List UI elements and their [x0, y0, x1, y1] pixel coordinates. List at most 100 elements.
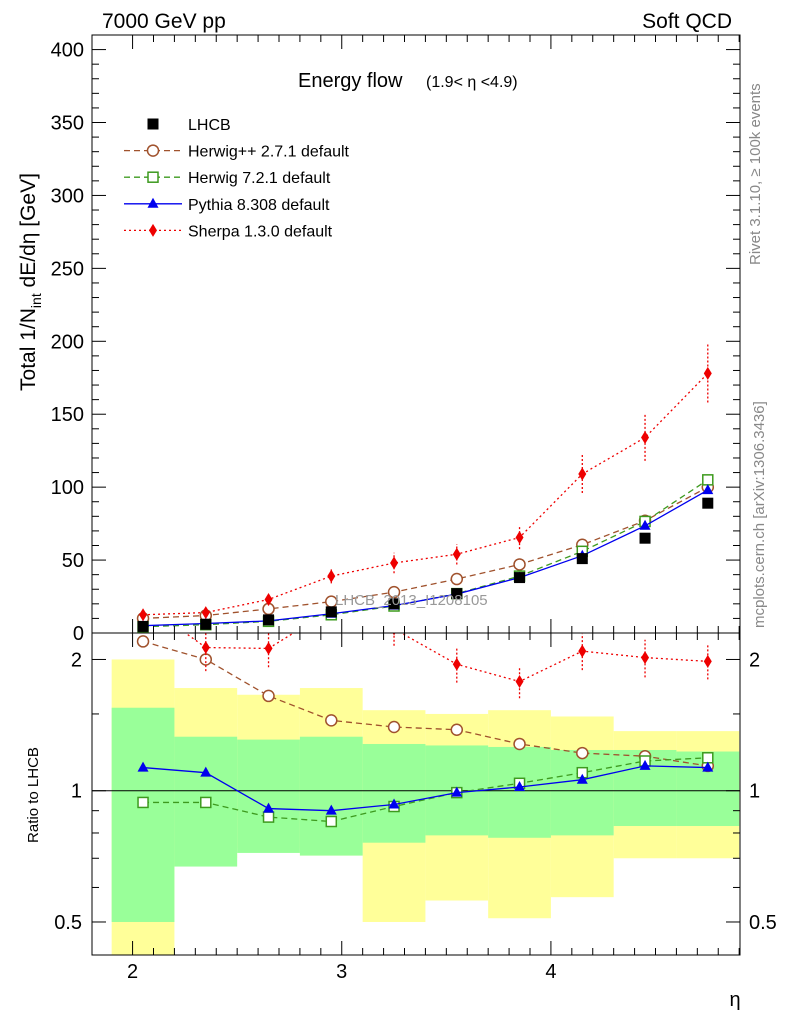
data-point	[641, 431, 650, 445]
ratio-point	[137, 796, 149, 809]
data-point	[703, 366, 712, 380]
data-point	[515, 530, 524, 544]
ratio-point	[576, 773, 588, 784]
ratio-line	[143, 757, 708, 823]
ratio-point	[641, 651, 650, 665]
main-title-range: (1.9< η <4.9)	[426, 74, 518, 91]
ratio-y-tick-label: 2	[71, 649, 82, 671]
ratio-point	[264, 641, 273, 655]
ratio-plot-content	[92, 596, 740, 955]
ratio-point	[200, 796, 212, 809]
legend-marker	[149, 223, 157, 237]
legend-item: LHCB	[147, 117, 231, 134]
x-tick-label: 4	[545, 961, 556, 983]
series-line-3	[143, 489, 709, 627]
data-point	[578, 467, 587, 481]
ratio-y-tick-label-right: 0.5	[749, 912, 777, 934]
main-panel: Energy flow (1.9< η <4.9) LHCB_2013_I120…	[51, 35, 740, 645]
data-point	[513, 558, 526, 571]
y-tick-label: 200	[51, 331, 84, 353]
ratio-point	[201, 641, 210, 655]
data-point	[264, 592, 273, 606]
x-tick-label: 3	[336, 961, 347, 983]
legend-label: Pythia 8.308 default	[188, 197, 330, 214]
ratio-line	[184, 633, 708, 683]
main-series	[136, 344, 715, 633]
ratio-point	[578, 644, 587, 658]
y-tick-label: 300	[51, 185, 84, 207]
data-point	[576, 553, 588, 565]
ratio-point	[262, 811, 275, 823]
data-point	[325, 606, 337, 618]
data-point	[139, 608, 148, 622]
ratio-y-tick-label: 0.5	[54, 912, 82, 934]
ylabel-main: Total 1/N	[17, 308, 40, 391]
ratio-point	[451, 786, 463, 797]
ratio-point	[387, 720, 401, 734]
y-tick-label: 150	[51, 404, 84, 426]
main-ylabel: Total 1/Nint dE/dη [GeV]	[17, 173, 44, 391]
mcplots-label: mcplots.cern.ch [arXiv:1306.3436]	[751, 401, 768, 628]
main-y-ticks: 0 50 100 150 200 250 300 350 400	[51, 35, 740, 645]
ratio-panel: 0.5 0.5 1 1 2 2 2 3 4	[54, 596, 777, 983]
legend-marker	[147, 197, 159, 208]
y-tick-label: 350	[51, 113, 84, 135]
ratio-point	[515, 675, 524, 689]
header-right: Soft QCD	[642, 10, 732, 33]
ratio-point	[263, 802, 275, 813]
header-left: 7000 GeV pp	[102, 10, 226, 33]
ratio-y-tick-label: 1	[71, 781, 82, 803]
data-point	[702, 497, 714, 509]
main-plot-content	[136, 344, 715, 633]
ratio-point	[325, 804, 337, 815]
ratio-frame	[91, 632, 741, 956]
y-tick-label: 50	[62, 550, 84, 572]
data-point	[200, 618, 212, 630]
series-line-1	[143, 486, 709, 620]
ylabel-tail: dE/dη [GeV]	[17, 173, 40, 293]
ratio-point	[137, 761, 149, 772]
band-inner	[111, 707, 175, 922]
ratio-point	[139, 596, 147, 609]
band-inner	[299, 736, 363, 856]
series-0	[137, 497, 714, 632]
x-tick-label: 2	[127, 961, 138, 983]
y-tick-label: 400	[51, 40, 84, 62]
ratio-point	[392, 633, 396, 636]
y-tick-label: 100	[51, 477, 84, 499]
ratio-y-tick-label-right: 2	[749, 649, 760, 671]
ratio-point	[576, 746, 589, 760]
legend-item: Pythia 8.308 default	[124, 197, 330, 214]
ylabel-sub: int	[28, 293, 44, 308]
x-axis-label: η	[729, 989, 740, 1011]
svg-text:Total 1/Nint dE/dη [GeV]: Total 1/Nint dE/dη [GeV]	[17, 173, 44, 391]
ratio-point	[450, 723, 464, 736]
watermark: LHCB_2013_I1208105	[335, 592, 488, 609]
data-point	[639, 532, 651, 544]
ratio-series-3	[139, 596, 712, 699]
legend-label: Herwig 7.2.1 default	[188, 170, 331, 187]
y-tick-label: 0	[73, 623, 84, 645]
ratio-series	[92, 596, 740, 955]
data-point	[702, 484, 714, 495]
legend-label: LHCB	[188, 117, 231, 134]
ratio-point	[199, 653, 213, 666]
ratio-point	[325, 815, 338, 828]
legend-item: Sherpa 1.3.0 default	[124, 223, 333, 240]
ratio-point	[262, 689, 275, 703]
legend-marker	[146, 144, 160, 157]
series-4	[139, 344, 712, 622]
data-point	[201, 606, 210, 620]
band-inner	[488, 746, 551, 838]
legend-label: Sherpa 1.3.0 default	[188, 223, 333, 240]
data-point	[327, 569, 336, 583]
ratio-y-tick-label-right: 1	[749, 781, 760, 803]
ratio-point	[703, 654, 712, 668]
ratio-series-0	[136, 635, 715, 773]
ratio-point	[200, 766, 212, 777]
data-point	[639, 519, 651, 530]
data-point	[390, 556, 399, 570]
band-inner	[362, 743, 426, 843]
data-point	[388, 598, 400, 610]
